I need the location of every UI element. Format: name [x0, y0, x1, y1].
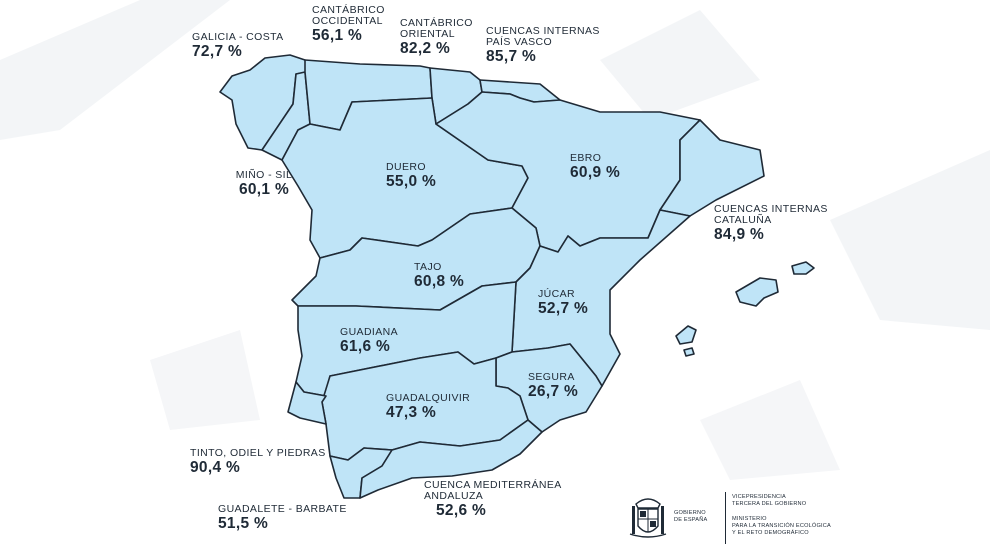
- ministerio-line1: MINISTERIO: [732, 516, 767, 522]
- label-mino-sil: MIÑO - SIL 60,1 %: [235, 169, 293, 199]
- label-galicia-costa: GALICIA - COSTA 72,7 %: [192, 31, 284, 61]
- vicepresidencia-line1: VICEPRESIDENCIA: [732, 494, 786, 500]
- label-cantabrico-occidental: CANTÁBRICO OCCIDENTAL 56,1 %: [312, 4, 385, 45]
- region-tinto-odiel[interactable]: [287, 381, 327, 425]
- island-ibiza: [675, 325, 697, 345]
- label-ebro: EBRO 60,9 %: [570, 152, 621, 182]
- label-guadiana: GUADIANA 61,6 %: [340, 326, 399, 356]
- island-mallorca: [735, 277, 779, 307]
- region-mediterranea-andaluza[interactable]: [359, 419, 543, 499]
- label-tinto-odiel: TINTO, ODIEL Y PIEDRAS 90,4 %: [190, 447, 326, 477]
- government-logo: GOBIERNO DE ESPAÑA VICEPRESIDENCIA TERCE…: [628, 492, 858, 548]
- ministerio-line2: PARA LA TRANSICIÓN ECOLÓGICA: [732, 523, 831, 529]
- logo-separator: [725, 492, 726, 544]
- label-duero: DUERO 55,0 %: [386, 161, 437, 191]
- label-cataluna: CUENCAS INTERNAS CATALUÑA 84,9 %: [714, 203, 828, 244]
- label-tajo: TAJO 60,8 %: [414, 261, 465, 291]
- label-segura: SEGURA 26,7 %: [528, 371, 579, 401]
- label-guadalquivir: GUADALQUIVIR 47,3 %: [386, 392, 471, 422]
- label-pais-vasco: CUENCAS INTERNAS PAÍS VASCO 85,7 %: [486, 25, 600, 66]
- label-cantabrico-oriental: CANTÁBRICO ORIENTAL 82,2 %: [400, 17, 473, 58]
- label-jucar: JÚCAR 52,7 %: [538, 288, 589, 318]
- label-guadalete-barbate: GUADALETE - BARBATE 51,5 %: [218, 503, 347, 533]
- island-menorca: [791, 261, 815, 275]
- label-mediterranea-andaluza: CUENCA MEDITERRÁNEA ANDALUZA 52,6 %: [424, 479, 562, 520]
- coat-of-arms-icon: [629, 498, 667, 538]
- island-formentera: [683, 347, 695, 357]
- gobierno-line1: GOBIERNO: [674, 510, 706, 516]
- gobierno-line2: DE ESPAÑA: [674, 517, 708, 523]
- vicepresidencia-line2: TERCERA DEL GOBIERNO: [732, 501, 807, 507]
- ministerio-line3: Y EL RETO DEMOGRÁFICO: [732, 530, 809, 536]
- region-cataluna[interactable]: [659, 119, 765, 217]
